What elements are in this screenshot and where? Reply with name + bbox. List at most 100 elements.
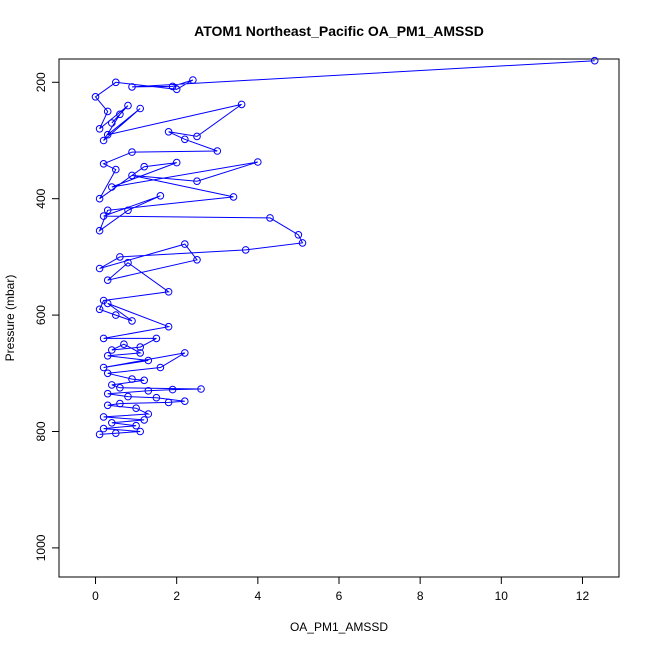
data-point: [132, 421, 140, 430]
x-axis-label: OA_PM1_AMSSD: [290, 620, 388, 634]
data-point: [172, 85, 181, 94]
data-point: [298, 239, 307, 247]
data-point: [128, 375, 136, 383]
y-tick-label: 200: [34, 72, 48, 92]
data-point: [124, 392, 132, 401]
data-point: [108, 419, 116, 427]
data-point: [99, 363, 108, 372]
data-point: [124, 206, 132, 215]
y-tick-label: 1000: [34, 534, 48, 561]
data-point: [112, 311, 120, 319]
y-tick-label: 400: [34, 188, 48, 208]
series-layer: [91, 56, 599, 439]
data-point: [140, 416, 148, 424]
data-point: [120, 340, 128, 349]
data-point: [128, 148, 136, 156]
data-point: [112, 165, 120, 174]
data-point: [103, 130, 112, 139]
data-point: [128, 171, 136, 180]
data-point: [172, 158, 181, 167]
data-point: [99, 136, 108, 145]
y-tick-label: 600: [34, 305, 48, 325]
plot-area: [58, 58, 620, 578]
data-point: [91, 93, 100, 101]
data-point: [116, 253, 124, 261]
data-point: [253, 158, 262, 166]
x-tick-label: 8: [417, 589, 424, 603]
data-point: [168, 385, 177, 394]
data-point: [108, 119, 116, 127]
data-point: [99, 424, 108, 433]
x-tick-label: 10: [495, 589, 509, 603]
data-point: [590, 56, 599, 65]
x-tick-label: 0: [92, 589, 99, 603]
x-axis: 0 2 4 6 8 10 12: [92, 576, 590, 603]
data-point: [266, 214, 274, 222]
data-point: [95, 194, 104, 203]
data-point: [116, 110, 124, 119]
data-point: [108, 381, 116, 389]
data-point: [95, 125, 104, 133]
data-point: [124, 101, 132, 110]
data-point: [241, 246, 250, 254]
x-tick-label: 6: [336, 589, 343, 603]
data-point: [108, 183, 116, 191]
data-point: [136, 427, 144, 436]
data-point: [294, 231, 303, 239]
data-point: [189, 76, 197, 84]
data-point: [103, 352, 112, 360]
data-point: [95, 305, 104, 314]
y-axis: 200 400 600 800 1000: [34, 72, 60, 561]
data-point: [103, 389, 112, 398]
data-point: [99, 413, 108, 421]
data-point: [116, 399, 124, 408]
data-point: [181, 240, 189, 248]
data-point: [103, 401, 112, 410]
data-point: [164, 322, 173, 331]
data-point: [156, 363, 165, 372]
data-point: [112, 429, 120, 438]
data-point: [128, 83, 136, 91]
data-point: [95, 264, 104, 273]
y-tick-label: 800: [34, 421, 48, 441]
data-point: [99, 334, 108, 343]
x-tick-label: 12: [576, 589, 590, 603]
data-point: [103, 276, 112, 285]
data-point: [112, 78, 120, 87]
data-point: [237, 100, 246, 109]
data-point: [140, 376, 148, 385]
data-point: [213, 147, 222, 155]
data-point: [99, 212, 108, 220]
data-point: [124, 258, 132, 267]
data-point: [116, 384, 124, 392]
data-point: [140, 162, 148, 171]
data-point: [193, 132, 201, 141]
x-tick-label: 4: [254, 589, 261, 603]
data-point: [103, 299, 112, 308]
data-point: [193, 177, 201, 185]
data-point: [136, 104, 144, 113]
data-point: [132, 404, 140, 413]
data-point: [152, 334, 161, 343]
data-point: [229, 193, 238, 201]
data-point: [103, 107, 112, 116]
data-point: [136, 349, 144, 357]
chart-title: ATOM1 Northeast_Pacific OA_PM1_AMSSD: [194, 23, 484, 39]
y-axis-label: Pressure (mbar): [3, 275, 17, 362]
data-point: [164, 398, 173, 407]
data-point: [95, 226, 104, 235]
data-point: [144, 410, 153, 418]
data-point: [99, 160, 108, 168]
data-point: [181, 349, 189, 357]
data-point: [152, 393, 161, 402]
data-point: [95, 430, 104, 439]
data-point: [181, 135, 189, 144]
data-point: [144, 356, 153, 365]
data-point: [103, 369, 112, 378]
data-point: [164, 128, 173, 136]
data-point: [193, 256, 201, 264]
data-point: [136, 343, 144, 351]
data-point: [103, 206, 112, 215]
x-tick-label: 2: [173, 589, 180, 603]
